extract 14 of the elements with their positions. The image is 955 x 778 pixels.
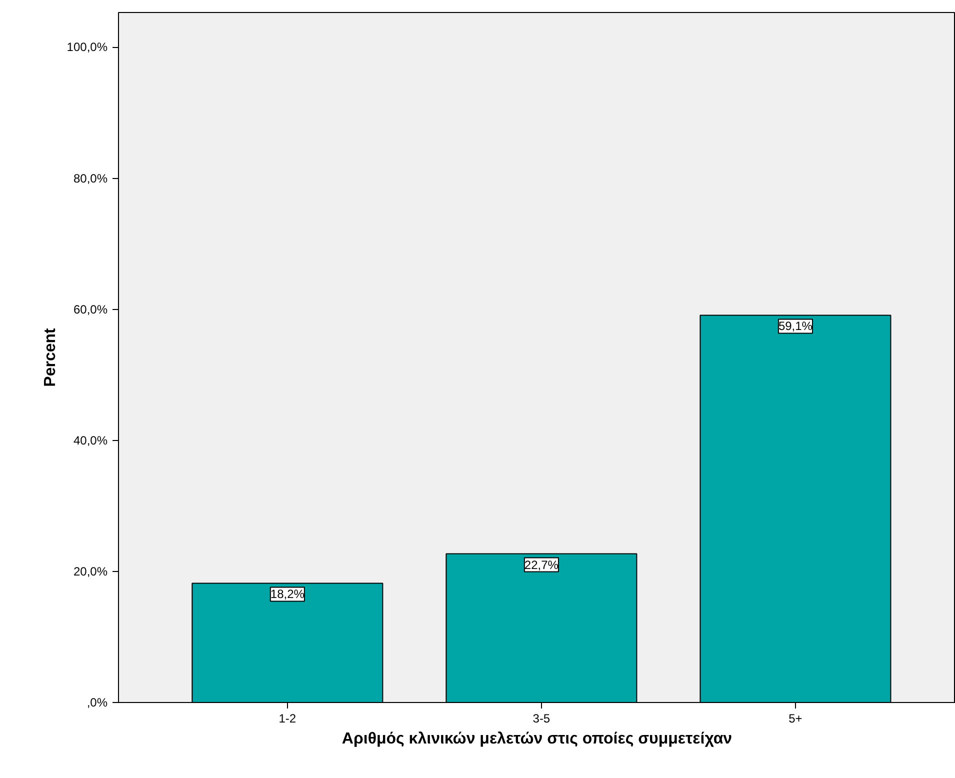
y-tick-label: 80,0% xyxy=(73,171,108,186)
y-tick-label: ,0% xyxy=(86,696,108,710)
y-tick-label: 100,0% xyxy=(66,40,108,54)
data-label: 59,1% xyxy=(778,319,813,334)
y-tick-label: 40,0% xyxy=(73,433,108,448)
x-tick-label: 1-2 xyxy=(278,712,296,726)
x-tick-label: 3-5 xyxy=(532,712,550,726)
data-label: 18,2% xyxy=(270,587,305,602)
data-label: 22,7% xyxy=(524,558,559,572)
x-tick-label: 5+ xyxy=(788,712,802,726)
x-axis-title: Αριθμός κλινικών μελετών στις οποίες συμμετείχαν xyxy=(342,730,732,748)
y-axis-title: Percent xyxy=(42,327,59,387)
y-tick-label: 20,0% xyxy=(73,564,108,578)
y-tick-label: 60,0% xyxy=(73,302,108,316)
